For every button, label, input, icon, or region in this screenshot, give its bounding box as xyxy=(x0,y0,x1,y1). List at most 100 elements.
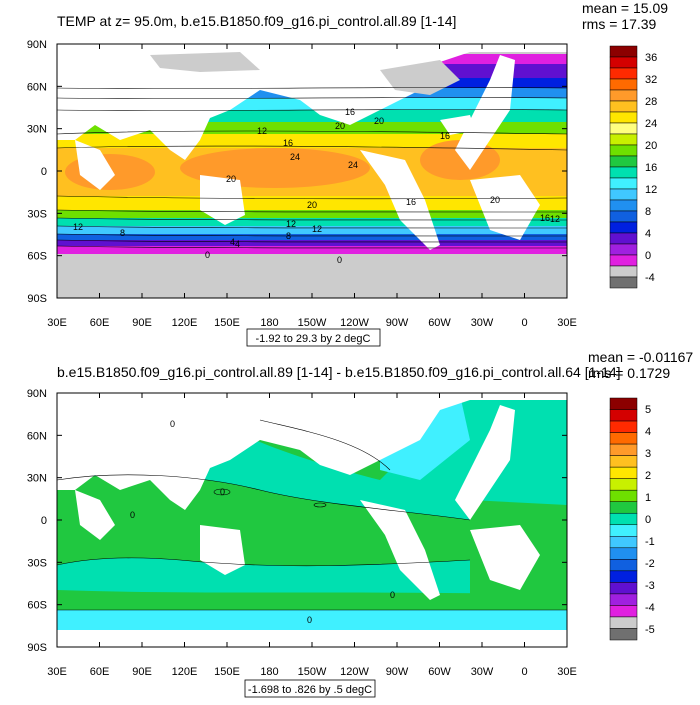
y-tick-label: 90N xyxy=(27,39,47,51)
contour-label: 12 xyxy=(257,126,267,136)
contour-label: 0 xyxy=(337,255,342,265)
y-tick-label: 90S xyxy=(27,293,47,305)
contour-label: 0 xyxy=(220,487,225,497)
colorbar-swatch xyxy=(609,420,638,433)
colorbar-label: 12 xyxy=(645,184,657,196)
colorbar-swatch xyxy=(609,89,638,102)
x-tick-label: 90E xyxy=(132,317,152,329)
colorbar-swatch xyxy=(609,616,638,629)
colorbar-label: 16 xyxy=(645,162,657,174)
colorbar-swatch xyxy=(609,254,638,267)
bottom-rms: rms = 0.1729 xyxy=(588,365,670,381)
contour-label: 12 xyxy=(550,214,560,224)
x-tick-label: 60E xyxy=(90,666,110,678)
bottom-panel: b.e15.B1850.f09_g16.pi_control.all.89 [1… xyxy=(27,349,693,698)
colorbar-label: 2 xyxy=(645,470,651,482)
colorbar-swatch xyxy=(609,232,638,245)
x-tick-label: 90W xyxy=(386,666,409,678)
x-tick-label: 150E xyxy=(214,317,240,329)
bottom-range-box: -1.698 to .826 by .5 degC xyxy=(244,679,376,698)
colorbar-swatch xyxy=(609,56,638,69)
colorbar-label: -1 xyxy=(645,536,655,548)
y-tick-label: 30N xyxy=(27,473,47,485)
contour-label: 8 xyxy=(120,228,125,238)
x-tick-label: 30W xyxy=(471,666,494,678)
contour-label: 8 xyxy=(286,231,291,241)
contour-label: 20 xyxy=(335,121,345,131)
colorbar-label: -4 xyxy=(645,602,655,614)
contour-label: 20 xyxy=(490,195,500,205)
contour-label: 20 xyxy=(307,200,317,210)
colorbar-swatch xyxy=(609,78,638,91)
x-tick-label: 180 xyxy=(260,666,278,678)
x-tick-label: 120W xyxy=(340,317,369,329)
colorbar-label: -2 xyxy=(645,558,655,570)
contour-label: 20 xyxy=(374,116,384,126)
top-y-axis: 90N 60N 30N 0 30S 60S 90S xyxy=(27,39,567,305)
colorbar-label: 28 xyxy=(645,96,657,108)
colorbar-swatch xyxy=(609,133,638,146)
bottom-contour-labels: 0 0 0 0 0 xyxy=(130,419,395,625)
colorbar-swatch xyxy=(609,122,638,135)
colorbar-label: -3 xyxy=(645,580,655,592)
x-tick-label: 30E xyxy=(557,317,577,329)
contour-label: 24 xyxy=(348,160,358,170)
colorbar-swatch xyxy=(609,536,638,549)
y-tick-label: 0 xyxy=(41,515,47,527)
colorbar-label: 0 xyxy=(645,514,651,526)
x-tick-label: 120E xyxy=(172,317,198,329)
y-tick-label: 60S xyxy=(27,251,47,263)
colorbar-swatch xyxy=(609,409,638,422)
top-panel: TEMP at z= 95.0m, b.e15.B1850.f09_g16.pi… xyxy=(27,0,668,347)
contour-label: 16 xyxy=(345,107,355,117)
bottom-x-axis: 30E 60E 90E 120E 150E 180 150W 120W 90W 60W 30W 0 30… xyxy=(47,393,577,678)
x-tick-label: 90W xyxy=(386,317,409,329)
contour-label: 24 xyxy=(290,152,300,162)
bottom-mean: mean = -0.01167 xyxy=(588,349,693,365)
x-tick-label: 0 xyxy=(521,317,527,329)
y-tick-label: 60N xyxy=(27,430,47,442)
contour-label: 4 xyxy=(235,239,240,249)
y-tick-label: 30N xyxy=(27,124,47,136)
colorbar-swatch xyxy=(609,455,638,468)
colorbar-swatch xyxy=(609,512,638,526)
colorbar-label: 8 xyxy=(645,206,651,218)
colorbar-swatch xyxy=(609,177,638,190)
top-colorbar: 36 32 28 24 20 16 12 8 4 0 -4 xyxy=(609,45,657,289)
colorbar-swatch xyxy=(609,466,638,479)
colorbar-label: 32 xyxy=(645,74,657,86)
y-tick-label: 0 xyxy=(41,166,47,178)
colorbar-swatch xyxy=(609,210,638,223)
y-tick-label: 90N xyxy=(27,388,47,400)
x-tick-label: 30W xyxy=(471,317,494,329)
x-tick-label: 150E xyxy=(214,666,240,678)
contour-label: 0 xyxy=(205,250,210,260)
x-tick-label: 120E xyxy=(172,666,198,678)
top-contour-labels: 12 16 20 24 20 16 12 8 4 0 12 16 20 24 2… xyxy=(73,107,560,265)
bottom-colorbar: 5 4 3 2 1 0 -1 -2 -3 -4 -5 xyxy=(609,397,655,641)
top-map: 12 16 20 24 20 16 12 8 4 0 12 16 20 24 2… xyxy=(57,44,567,298)
y-tick-label: 30S xyxy=(27,208,47,220)
colorbar-swatch xyxy=(609,593,638,606)
x-tick-label: 60E xyxy=(90,317,110,329)
contour-label: 12 xyxy=(73,222,83,232)
contour-label: 0 xyxy=(390,590,395,600)
colorbar-swatch xyxy=(609,221,638,234)
contour-label: 0 xyxy=(130,510,135,520)
colorbar-label: 20 xyxy=(645,140,657,152)
top-rms: rms = 17.39 xyxy=(582,16,657,32)
contour-label: 20 xyxy=(226,174,236,184)
colorbar-label: 3 xyxy=(645,448,651,460)
colorbar-swatch xyxy=(609,243,638,256)
colorbar-swatch xyxy=(609,166,638,179)
colorbar-label: 1 xyxy=(645,492,651,504)
colorbar-swatch xyxy=(609,45,638,58)
bottom-range-label: -1.698 to .826 by .5 degC xyxy=(248,684,372,696)
bottom-map: 0 0 0 0 0 xyxy=(57,393,567,647)
colorbar-swatch xyxy=(609,199,638,212)
colorbar-label: 36 xyxy=(645,52,657,64)
colorbar-swatch xyxy=(609,501,638,514)
x-tick-label: 30E xyxy=(47,666,67,678)
colorbar-label: 0 xyxy=(645,250,651,262)
